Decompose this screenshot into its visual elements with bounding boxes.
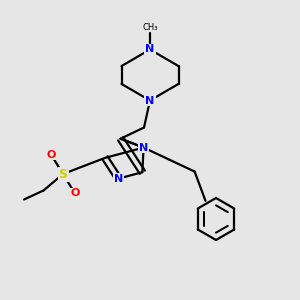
Text: S: S — [58, 167, 68, 181]
Text: O: O — [70, 188, 80, 199]
Text: O: O — [46, 149, 56, 160]
Text: N: N — [114, 174, 123, 184]
Text: N: N — [146, 95, 154, 106]
Text: N: N — [146, 44, 154, 55]
Text: CH₃: CH₃ — [142, 22, 158, 32]
Text: N: N — [139, 142, 148, 153]
